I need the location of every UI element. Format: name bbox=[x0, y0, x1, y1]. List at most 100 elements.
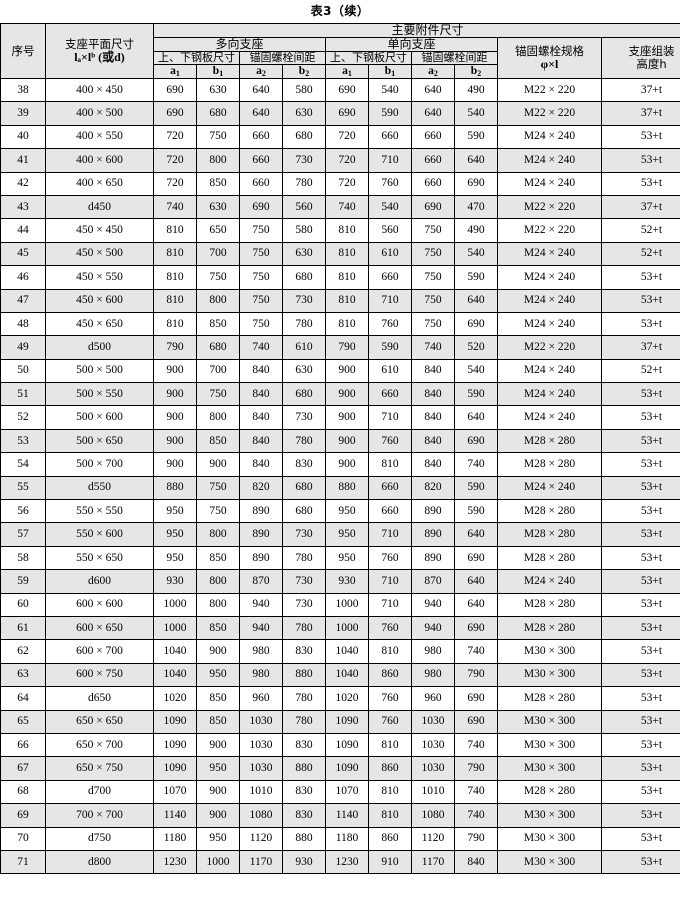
cell-assembly-height: 37+t bbox=[600, 77, 680, 103]
cell-multi-a1: 1090 bbox=[153, 732, 197, 758]
cell-single-a1: 1000 bbox=[325, 592, 369, 617]
cell-single-a1: 900 bbox=[325, 405, 369, 430]
cell-index: 41 bbox=[0, 148, 46, 173]
cell-multi-b1: 900 bbox=[196, 639, 240, 664]
cell-assembly-height: 53+t bbox=[600, 615, 680, 641]
cell-single-a2: 660 bbox=[411, 148, 455, 173]
cell-plan-size: 400 × 600 bbox=[45, 148, 154, 173]
table-row: 42 400 × 650 720 850 660 780 720 760 660 690 M24 ×… bbox=[0, 171, 680, 196]
cell-single-b2: 790 bbox=[454, 826, 498, 851]
cell-single-b1: 560 bbox=[368, 218, 412, 243]
cell-single-a2: 1030 bbox=[411, 709, 455, 734]
header-single-plate-size: 上、下钢板尺寸 bbox=[325, 51, 412, 65]
cell-multi-a1: 690 bbox=[153, 101, 197, 126]
cell-assembly-height: 53+t bbox=[600, 826, 680, 851]
cell-index: 57 bbox=[0, 522, 46, 547]
table-row: 69 700 × 700 1140 900 1080 830 1140 810 1080 740 M… bbox=[0, 803, 680, 828]
cell-single-b2: 640 bbox=[454, 592, 498, 617]
cell-single-a2: 640 bbox=[411, 101, 455, 126]
cell-plan-size: 550 × 550 bbox=[45, 499, 154, 524]
cell-single-b1: 760 bbox=[368, 545, 412, 571]
cell-multi-a1: 900 bbox=[153, 428, 197, 454]
cell-multi-a2: 870 bbox=[239, 569, 283, 594]
cell-single-a2: 1170 bbox=[411, 849, 455, 875]
cell-single-b2: 590 bbox=[454, 475, 498, 501]
cell-index: 58 bbox=[0, 545, 46, 571]
cell-plan-size: 500 × 600 bbox=[45, 405, 154, 430]
cell-index: 48 bbox=[0, 311, 46, 337]
header-multi-directional-group: 多向支座 bbox=[153, 37, 326, 52]
header-multi-bolt-spacing: 锚固螺栓间距 bbox=[239, 51, 326, 65]
cell-plan-size: 650 × 700 bbox=[45, 732, 154, 758]
cell-multi-b2: 730 bbox=[282, 569, 326, 594]
cell-single-b1: 710 bbox=[368, 405, 412, 430]
cell-single-a1: 1180 bbox=[325, 826, 369, 851]
cell-assembly-height: 53+t bbox=[600, 428, 680, 454]
cell-assembly-height: 52+t bbox=[600, 358, 680, 384]
cell-single-b1: 710 bbox=[368, 569, 412, 594]
cell-multi-b1: 900 bbox=[196, 803, 240, 828]
cell-single-a1: 810 bbox=[325, 311, 369, 337]
cell-multi-a2: 1010 bbox=[239, 779, 283, 805]
cell-plan-size: d450 bbox=[45, 194, 154, 220]
cell-multi-a2: 640 bbox=[239, 77, 283, 103]
cell-single-a1: 1140 bbox=[325, 803, 369, 828]
cell-single-b1: 660 bbox=[368, 475, 412, 501]
cell-multi-b2: 780 bbox=[282, 311, 326, 337]
cell-multi-a2: 1080 bbox=[239, 803, 283, 828]
cell-multi-b1: 650 bbox=[196, 218, 240, 243]
cell-multi-a2: 1120 bbox=[239, 826, 283, 851]
table-row: 60 600 × 600 1000 800 940 730 1000 710 940 640 M28… bbox=[0, 592, 680, 617]
cell-plan-size: 700 × 700 bbox=[45, 803, 154, 828]
cell-multi-b1: 680 bbox=[196, 101, 240, 126]
cell-multi-b1: 850 bbox=[196, 615, 240, 641]
cell-multi-b1: 950 bbox=[196, 826, 240, 851]
cell-index: 44 bbox=[0, 218, 46, 243]
cell-single-b2: 790 bbox=[454, 662, 498, 688]
cell-single-b1: 810 bbox=[368, 779, 412, 805]
cell-bolt-spec: M30 × 300 bbox=[497, 803, 602, 828]
cell-single-a1: 690 bbox=[325, 101, 369, 126]
header-single-bolt-spacing: 锚固螺栓间距 bbox=[411, 51, 498, 65]
cell-multi-a2: 660 bbox=[239, 148, 283, 173]
cell-single-a2: 750 bbox=[411, 241, 455, 267]
cell-assembly-height: 53+t bbox=[600, 499, 680, 524]
cell-single-b2: 640 bbox=[454, 148, 498, 173]
cell-plan-size: 450 × 600 bbox=[45, 288, 154, 313]
cell-bolt-spec: M22 × 220 bbox=[497, 77, 602, 103]
cell-single-a2: 750 bbox=[411, 265, 455, 290]
cell-multi-b2: 730 bbox=[282, 405, 326, 430]
cell-multi-b1: 800 bbox=[196, 148, 240, 173]
cell-single-b2: 740 bbox=[454, 779, 498, 805]
table-title: 表3（续） bbox=[310, 4, 370, 18]
cell-single-b1: 660 bbox=[368, 124, 412, 150]
cell-bolt-spec: M24 × 240 bbox=[497, 405, 602, 430]
table-row: 49 d500 790 680 740 610 790 590 740 520 M22 × 220 3… bbox=[0, 335, 680, 360]
header-var-multi-b2: b2 bbox=[282, 64, 326, 79]
cell-multi-b2: 680 bbox=[282, 499, 326, 524]
cell-single-a1: 1070 bbox=[325, 779, 369, 805]
cell-multi-a2: 750 bbox=[239, 241, 283, 267]
cell-multi-a1: 790 bbox=[153, 335, 197, 360]
cell-multi-a2: 820 bbox=[239, 475, 283, 501]
cell-multi-b2: 780 bbox=[282, 686, 326, 711]
cell-single-b2: 590 bbox=[454, 499, 498, 524]
cell-multi-b1: 850 bbox=[196, 686, 240, 711]
cell-multi-b2: 930 bbox=[282, 849, 326, 875]
cell-single-b2: 640 bbox=[454, 522, 498, 547]
cell-multi-a2: 660 bbox=[239, 171, 283, 196]
cell-single-a2: 740 bbox=[411, 335, 455, 360]
cell-bolt-spec: M28 × 280 bbox=[497, 452, 602, 477]
cell-multi-a1: 1000 bbox=[153, 592, 197, 617]
cell-single-a2: 750 bbox=[411, 311, 455, 337]
cell-bolt-spec: M24 × 240 bbox=[497, 569, 602, 594]
cell-multi-a2: 980 bbox=[239, 639, 283, 664]
cell-multi-a2: 940 bbox=[239, 615, 283, 641]
header-var-single-a2: a2 bbox=[411, 64, 455, 79]
cell-single-a2: 890 bbox=[411, 499, 455, 524]
header-var-single-b1: b1 bbox=[368, 64, 412, 79]
cell-assembly-height: 52+t bbox=[600, 241, 680, 267]
cell-single-b1: 590 bbox=[368, 101, 412, 126]
cell-multi-b2: 780 bbox=[282, 709, 326, 734]
